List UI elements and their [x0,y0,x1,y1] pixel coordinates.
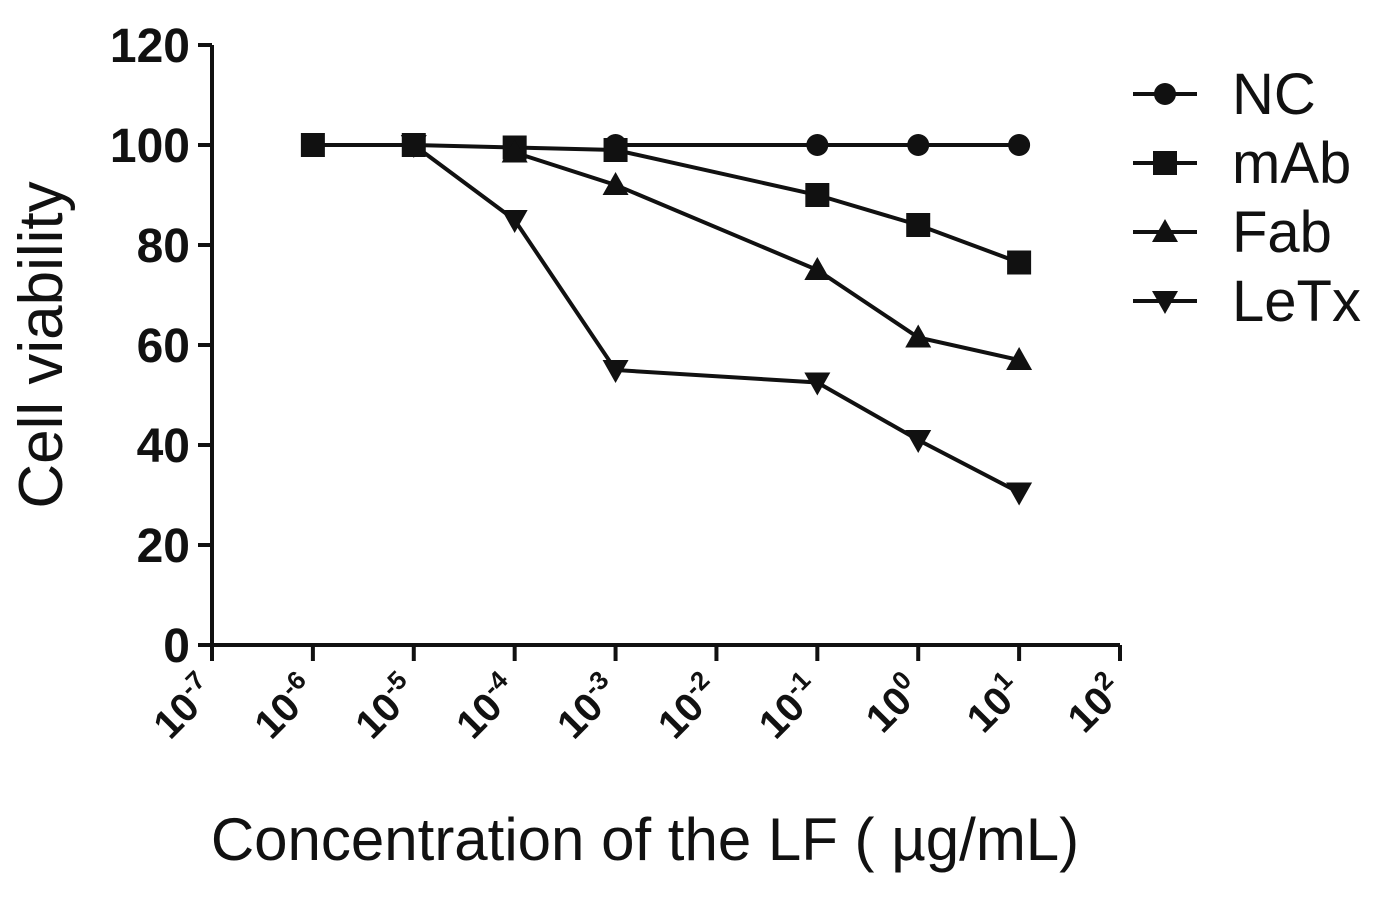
data-point-letx [602,360,629,383]
legend-item-nc: NC [1133,62,1316,127]
data-point-letx [804,372,831,396]
y-tick-label: 0 [163,620,190,673]
x-tick-label: 102 [1056,665,1132,741]
x-tick-label: 10-5 [344,665,426,747]
data-point-fab [804,257,831,280]
series-line-mab [312,143,1020,265]
x-axis-label: Concentration of the LF ( µg/mL) [211,806,1079,873]
legend-marker-letx [1152,291,1178,314]
x-tick-label: 10-2 [646,665,728,747]
series-line-letx [412,143,1021,495]
legend-marker-mab [1153,151,1177,175]
legend-marker-nc [1154,83,1176,105]
legend-item-letx: LeTx [1133,269,1361,334]
y-tick-label: 120 [110,20,190,73]
data-point-mab [805,183,830,207]
data-point-mab [1007,250,1032,275]
series-fab [501,139,1033,370]
legend-item-fab: Fab [1133,200,1332,265]
data-point-fab [602,172,629,195]
legend-label: Fab [1232,200,1332,265]
x-axis-ticks: 10-710-610-510-410-310-210-1 100 101 102 [142,645,1132,747]
y-tick-label: 100 [110,120,190,173]
data-point-letx [1006,482,1033,506]
x-tick-label: 101 [955,665,1031,741]
legend-label: mAb [1232,131,1351,196]
data-point-fab [501,139,528,163]
axes [210,45,1120,647]
y-tick-label: 80 [137,220,190,273]
data-point-letx [501,210,528,233]
legend-label: NC [1232,62,1316,127]
data-point-letx [905,430,932,453]
data-point-nc [907,134,930,156]
y-tick-label: 40 [137,420,190,473]
legend-item-mab: mAb [1133,131,1351,196]
x-tick-label: 10-7 [142,665,224,747]
y-axis-ticks: 0 20 40 60 80 100 120 [110,20,212,673]
legend-label: LeTx [1232,269,1361,334]
data-point-mab [906,213,931,237]
x-tick-label: 10-3 [545,665,627,747]
data-point-nc [1008,134,1031,156]
y-axis-label: Cell viability [7,181,76,508]
series-nc [604,134,1031,156]
data-point-mab [300,133,325,157]
x-tick-label: 10-4 [445,664,528,747]
legend-marker-fab [1152,219,1178,242]
data-point-mab [603,138,628,162]
data-point-letx [400,135,427,158]
x-tick-label: 10-6 [243,665,325,747]
x-tick-label: 100 [854,665,930,741]
data-point-fab [1006,347,1033,370]
y-tick-label: 20 [137,520,190,573]
series-group [300,133,1033,506]
y-tick-label: 60 [137,320,190,373]
data-point-fab [905,324,932,348]
x-tick-label: 10-1 [747,665,829,747]
data-point-nc [806,134,829,156]
series-letx [400,135,1033,506]
